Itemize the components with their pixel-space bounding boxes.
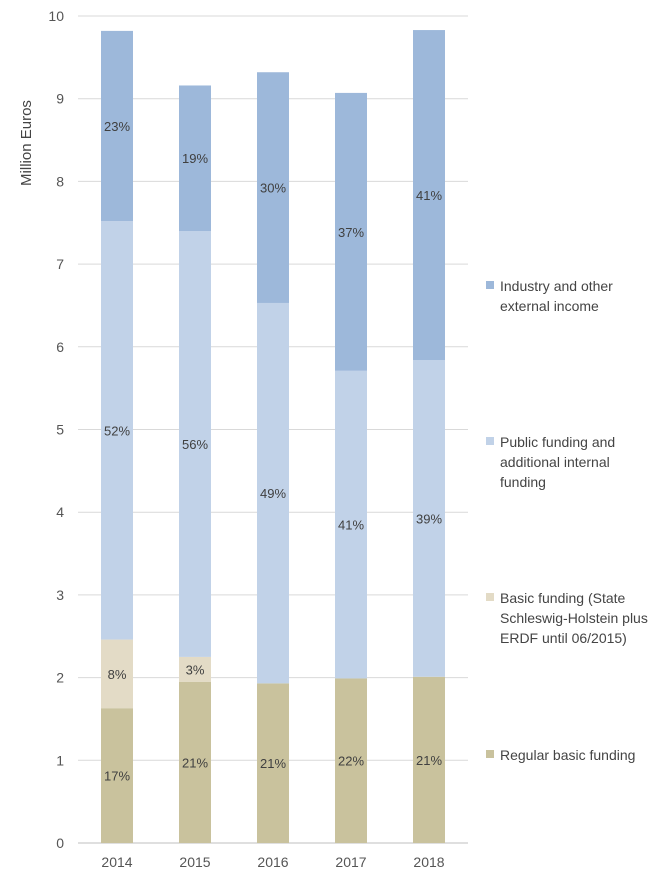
data-label: 39% [416,511,442,526]
x-tick-label: 2017 [335,854,366,870]
bar-segment [257,72,289,303]
data-label: 37% [338,225,364,240]
axis-ticks: 0 1 2 3 4 5 6 7 8 9 10 2014 2015 2016 2017 2018 [48,8,444,870]
data-label: 3% [186,662,205,677]
legend-item: Basic funding (State Schleswig-Holstein … [486,588,668,648]
y-tick-label: 4 [56,504,64,520]
x-tick-label: 2015 [179,854,210,870]
data-label: 19% [182,151,208,166]
bar-segment [101,639,133,709]
bar-segment [413,676,445,843]
data-label: 21% [416,753,442,768]
y-tick-label: 0 [56,835,64,851]
legend-item: Industry and other external income [486,276,668,316]
data-label: 30% [260,181,286,196]
y-tick-label: 2 [56,670,64,686]
bars: 17% 8% 52% 23% 21% 3% 56% 19% 21% 49% 30% 22% 41% 37%… [101,30,445,843]
legend-label: Regular basic funding [500,747,636,763]
y-tick-label: 7 [56,256,64,272]
y-tick-label: 9 [56,91,64,107]
bar-segment [257,302,289,684]
legend-swatch [486,437,494,445]
data-label: 41% [338,518,364,533]
data-label: 21% [260,756,286,771]
bar-segment [101,30,133,222]
bar-segment [335,92,367,371]
data-label: 52% [104,423,130,438]
bar-segment [101,708,133,843]
y-tick-label: 8 [56,173,64,189]
y-axis-label: Million Euros [18,100,35,186]
data-label: 8% [108,667,127,682]
bar-segment [179,681,211,843]
legend-swatch [486,593,494,601]
legend-item: Public funding and additional internal f… [486,432,668,492]
bar-segment [179,85,211,232]
bar-segment [257,683,289,843]
x-tick-label: 2016 [257,854,288,870]
data-label: 41% [416,188,442,203]
data-label: 21% [182,755,208,770]
y-tick-label: 3 [56,587,64,603]
bar-segment [413,360,445,677]
data-label: 17% [104,769,130,784]
legend-label: Public funding and additional internal f… [500,434,616,490]
bar-segment [179,231,211,657]
bar-segment [413,30,445,361]
y-tick-label: 6 [56,339,64,355]
x-tick-label: 2018 [413,854,444,870]
legend-swatch [486,281,494,289]
legend-swatch [486,750,494,758]
bar-segment [335,678,367,843]
y-tick-label: 5 [56,422,64,438]
y-tick-label: 10 [48,8,64,24]
bar-segment [179,656,211,682]
data-label: 22% [338,754,364,769]
legend-label: Industry and other external income [500,278,613,314]
data-label: 56% [182,437,208,452]
x-tick-label: 2014 [101,854,132,870]
bar-segment [335,370,367,679]
legend-label: Basic funding (State Schleswig-Holstein … [500,590,648,646]
y-tick-label: 1 [56,752,64,768]
data-label: 49% [260,486,286,501]
data-label: 23% [104,119,130,134]
bar-segment [101,221,133,640]
legend-item: Regular basic funding [486,745,668,765]
